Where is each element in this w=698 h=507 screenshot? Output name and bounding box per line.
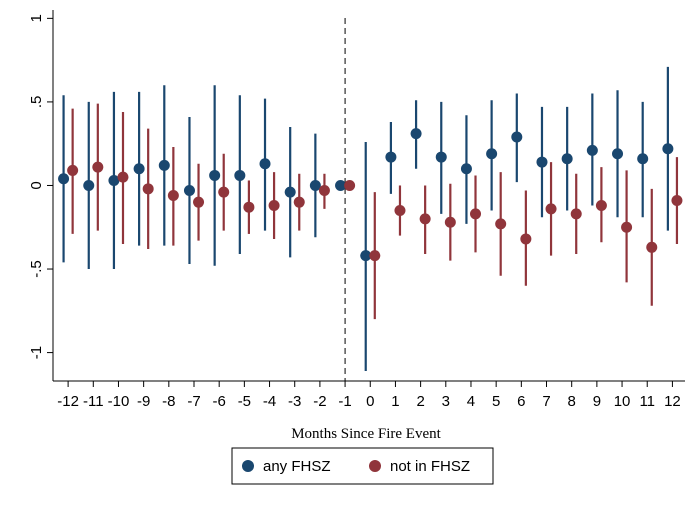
plot-region — [58, 18, 683, 381]
point-any-fhsz — [158, 159, 170, 171]
legend-label-not-in-fhsz: not in FHSZ — [390, 458, 470, 475]
point-not-in-fhsz — [545, 203, 557, 215]
point-any-fhsz — [335, 179, 347, 191]
x-axis-title: Months Since Fire Event — [291, 426, 441, 442]
point-any-fhsz — [662, 143, 674, 155]
point-not-in-fhsz — [92, 161, 104, 173]
point-any-fhsz — [259, 158, 271, 170]
point-not-in-fhsz — [394, 205, 406, 217]
legend: any FHSZ not in FHSZ — [231, 447, 494, 485]
x-tick-label: -8 — [162, 393, 175, 410]
y-axis: -1 -.5 0 .5 1 — [28, 10, 54, 381]
point-not-in-fhsz — [142, 183, 154, 195]
x-tick-label: 10 — [614, 393, 631, 410]
x-tick-label: 12 — [664, 393, 681, 410]
point-not-in-fhsz — [318, 184, 330, 196]
point-not-in-fhsz — [595, 200, 607, 212]
x-tick-label: 9 — [593, 393, 601, 410]
legend-label-any-fhsz: any FHSZ — [263, 458, 331, 475]
x-tick-label: 6 — [517, 393, 525, 410]
x-tick-label: -9 — [137, 393, 150, 410]
x-tick-label: 11 — [639, 393, 655, 410]
point-any-fhsz — [637, 153, 649, 165]
y-tick-label: .5 — [28, 96, 45, 109]
x-tick-label: -11 — [83, 393, 104, 410]
point-not-in-fhsz — [67, 164, 79, 176]
legend-marker-any-fhsz — [242, 460, 254, 472]
y-tick-label: 0 — [28, 181, 45, 189]
x-tick-label: 0 — [366, 393, 374, 410]
point-not-in-fhsz — [218, 186, 230, 198]
x-tick-label: 3 — [442, 393, 450, 410]
x-tick-label: -5 — [238, 393, 251, 410]
point-not-in-fhsz — [570, 208, 582, 220]
x-axis: -12 -11 -10 -9 -8 -7 -6 -5 -4 -3 -2 -1 0 1 2 3 4 5 6 7 8 9 10 1… — [53, 380, 685, 410]
x-tick-label: -7 — [187, 393, 200, 410]
x-tick-label: -4 — [263, 393, 276, 410]
x-tick-label: 1 — [391, 393, 399, 410]
point-not-in-fhsz — [369, 250, 381, 262]
x-tick-label: 2 — [416, 393, 424, 410]
x-tick-label: 8 — [568, 393, 576, 410]
point-any-fhsz — [209, 169, 221, 181]
point-not-in-fhsz — [193, 196, 205, 208]
point-any-fhsz — [58, 173, 70, 185]
point-not-in-fhsz — [671, 195, 683, 207]
point-any-fhsz — [460, 163, 472, 175]
x-tick-label: -1 — [338, 393, 351, 410]
point-not-in-fhsz — [293, 196, 305, 208]
y-tick-label: -1 — [28, 346, 45, 359]
point-not-in-fhsz — [167, 190, 179, 201]
point-any-fhsz — [83, 179, 95, 191]
point-not-in-fhsz — [243, 201, 255, 213]
point-any-fhsz — [435, 151, 447, 163]
point-any-fhsz — [410, 128, 422, 140]
point-any-fhsz — [561, 153, 573, 165]
point-not-in-fhsz — [419, 213, 431, 225]
x-tick-label: -2 — [313, 393, 326, 410]
point-not-in-fhsz — [646, 241, 658, 253]
point-not-in-fhsz — [470, 208, 482, 220]
point-not-in-fhsz — [495, 218, 507, 230]
point-not-in-fhsz — [344, 179, 356, 191]
x-tick-label: -10 — [108, 393, 130, 410]
y-tick-label: -.5 — [28, 260, 45, 278]
point-not-in-fhsz — [117, 171, 129, 183]
y-tick-label: 1 — [28, 14, 45, 22]
x-tick-label: 4 — [467, 393, 475, 410]
legend-marker-not-in-fhsz — [369, 460, 381, 472]
x-tick-label: -6 — [213, 393, 226, 410]
point-any-fhsz — [284, 186, 296, 198]
point-any-fhsz — [486, 148, 498, 160]
point-not-in-fhsz — [520, 233, 532, 245]
point-any-fhsz — [586, 144, 598, 156]
x-tick-label: -3 — [288, 393, 301, 410]
point-any-fhsz — [360, 250, 372, 262]
point-not-in-fhsz — [444, 216, 456, 228]
point-any-fhsz — [511, 131, 523, 143]
legend-box — [231, 447, 494, 485]
point-any-fhsz — [133, 163, 145, 175]
point-any-fhsz — [536, 156, 548, 168]
point-not-in-fhsz — [621, 221, 633, 233]
point-any-fhsz — [183, 184, 195, 196]
point-not-in-fhsz — [268, 200, 280, 212]
x-tick-label: -12 — [57, 393, 79, 410]
x-tick-label: 5 — [492, 393, 500, 410]
point-any-fhsz — [108, 174, 120, 186]
point-any-fhsz — [612, 148, 624, 160]
x-tick-label: 7 — [542, 393, 550, 410]
point-any-fhsz — [309, 179, 321, 191]
point-any-fhsz — [234, 169, 246, 181]
point-any-fhsz — [385, 151, 397, 163]
